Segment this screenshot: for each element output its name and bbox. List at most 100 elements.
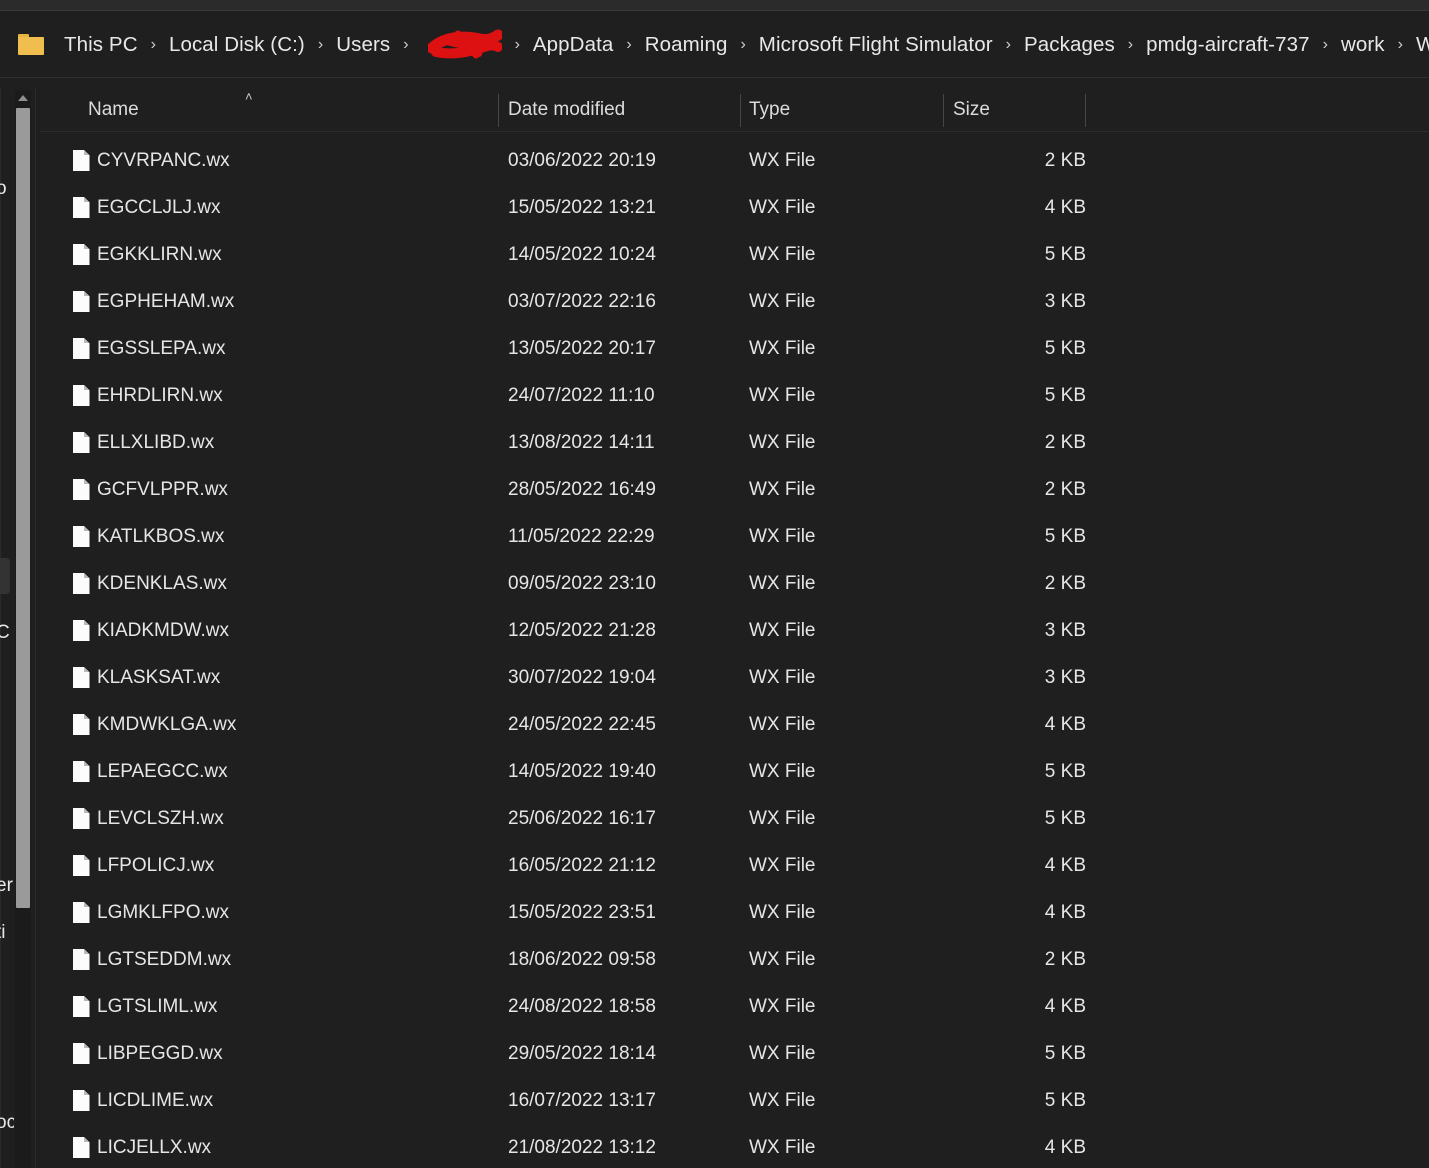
file-size-cell: 4 KB [1044,196,1086,218]
sidebar-label-fragment[interactable]: ti [0,922,6,943]
column-divider-size-end[interactable] [1085,94,1086,127]
column-divider-name-date[interactable] [498,94,499,127]
file-row[interactable]: KDENKLAS.wx 09/05/2022 23:10 WX File 2 KB [40,560,1429,607]
file-size-cell: 5 KB [1044,1042,1086,1064]
file-name-cell: EGPHEHAM.wx [97,290,235,312]
file-name-cell: LIBPEGGD.wx [97,1042,223,1064]
file-date-modified-cell: 18/06/2022 09:58 [508,948,656,970]
file-type-cell: WX File [749,995,816,1017]
file-name-cell: EGKKLIRN.wx [97,243,222,265]
file-row[interactable]: LEVCLSZH.wx 25/06/2022 16:17 WX File 5 KB [40,795,1429,842]
file-size-cell: 3 KB [1044,619,1086,641]
file-icon [68,184,94,231]
left-pane-edge [0,88,1,1168]
scroll-up-arrow-icon[interactable] [15,90,31,106]
file-date-modified-cell: 03/07/2022 22:16 [508,290,656,312]
sidebar-label-fragment[interactable]: oc [0,1112,14,1133]
column-divider-type-size[interactable] [943,94,944,127]
file-row[interactable]: LICJELLX.wx 21/08/2022 13:12 WX File 4 KB [40,1124,1429,1168]
file-size-cell: 4 KB [1044,854,1086,876]
breadcrumb-item[interactable]: Microsoft Flight Simulator [758,32,993,56]
column-header-row: Name Date modified Type Size [40,89,1429,131]
file-size-cell: 3 KB [1044,290,1086,312]
file-size-cell: 4 KB [1044,1136,1086,1158]
file-row[interactable]: LEPAEGCC.wx 14/05/2022 19:40 WX File 5 KB [40,748,1429,795]
file-date-modified-cell: 12/05/2022 21:28 [508,619,656,641]
breadcrumb-separator-9: › [1322,35,1328,53]
file-row[interactable]: EGKKLIRN.wx 14/05/2022 10:24 WX File 5 KB [40,231,1429,278]
file-type-cell: WX File [749,290,816,312]
file-date-modified-cell: 11/05/2022 22:29 [508,525,655,547]
breadcrumb-separator-7: › [1005,35,1011,53]
sidebar-selected-item-clipped[interactable] [0,558,10,594]
file-size-cell: 2 KB [1044,431,1086,453]
file-date-modified-cell: 16/05/2022 21:12 [508,854,656,876]
file-row[interactable]: EGPHEHAM.wx 03/07/2022 22:16 WX File 3 KB [40,278,1429,325]
file-date-modified-cell: 14/05/2022 10:24 [508,243,656,265]
file-size-cell: 3 KB [1044,666,1086,688]
file-row[interactable]: LGMKLFPO.wx 15/05/2022 23:51 WX File 4 KB [40,889,1429,936]
column-header-name[interactable]: Name [88,99,139,120]
file-row[interactable]: LGTSEDDM.wx 18/06/2022 09:58 WX File 2 KB [40,936,1429,983]
breadcrumb-item[interactable]: pmdg-aircraft-737 [1146,32,1310,56]
breadcrumb-item[interactable]: WX [1415,32,1429,56]
column-divider-date-type[interactable] [740,94,741,127]
file-icon [68,278,94,325]
file-list[interactable]: CYVRPANC.wx 03/06/2022 20:19 WX File 2 KB EG… [40,137,1429,1168]
file-row[interactable]: EGSSLEPA.wx 13/05/2022 20:17 WX File 5 KB [40,325,1429,372]
column-header-date-modified[interactable]: Date modified [508,99,626,120]
file-name-cell: LGTSEDDM.wx [97,948,232,970]
file-row[interactable]: LGTSLIML.wx 24/08/2022 18:58 WX File 4 KB [40,983,1429,1030]
file-row[interactable]: EGCCLJLJ.wx 15/05/2022 13:21 WX File 4 KB [40,184,1429,231]
file-icon [68,795,94,842]
file-icon [68,607,94,654]
file-row[interactable]: ELLXLIBD.wx 13/08/2022 14:11 WX File 2 KB [40,419,1429,466]
file-date-modified-cell: 03/06/2022 20:19 [508,149,656,171]
address-bar[interactable]: This PC › Local Disk (C:) › Users › › AppData › R… [0,12,1429,78]
file-icon [68,372,94,419]
vertical-scrollbar[interactable] [15,90,31,1168]
column-header-type[interactable]: Type [749,99,791,120]
file-row[interactable]: KMDWKLGA.wx 24/05/2022 22:45 WX File 4 KB [40,701,1429,748]
file-row[interactable]: KIADKMDW.wx 12/05/2022 21:28 WX File 3 KB [40,607,1429,654]
file-date-modified-cell: 24/08/2022 18:58 [508,995,656,1017]
breadcrumb-item[interactable]: AppData [532,32,614,56]
file-row[interactable]: LICDLIME.wx 16/07/2022 13:17 WX File 5 KB [40,1077,1429,1124]
file-type-cell: WX File [749,243,816,265]
file-row[interactable]: KLASKSAT.wx 30/07/2022 19:04 WX File 3 KB [40,654,1429,701]
file-icon [68,137,94,184]
file-size-cell: 4 KB [1044,995,1086,1017]
file-row[interactable]: EHRDLIRN.wx 24/07/2022 11:10 WX File 5 KB [40,372,1429,419]
breadcrumb-item[interactable]: Roaming [644,32,728,56]
file-size-cell: 5 KB [1044,384,1086,406]
file-row[interactable]: KATLKBOS.wx 11/05/2022 22:29 WX File 5 KB [40,513,1429,560]
file-type-cell: WX File [749,901,816,923]
column-header-size[interactable]: Size [953,99,990,120]
file-icon [68,936,94,983]
file-row[interactable]: GCFVLPPR.wx 28/05/2022 16:49 WX File 2 KB [40,466,1429,513]
sidebar-label-fragment[interactable]: o [0,178,7,199]
breadcrumb-item[interactable]: Users [336,32,391,56]
sidebar-label-fragment[interactable]: C [0,622,10,643]
sidebar-label-fragment[interactable]: er [0,875,13,896]
file-icon [68,1077,94,1124]
breadcrumb-item[interactable]: This PC [64,32,138,56]
file-date-modified-cell: 15/05/2022 23:51 [508,901,656,923]
file-row[interactable]: CYVRPANC.wx 03/06/2022 20:19 WX File 2 KB [40,137,1429,184]
scrollbar-track-edge [35,88,36,1168]
folder-icon [18,34,44,55]
file-row[interactable]: LFPOLICJ.wx 16/05/2022 21:12 WX File 4 KB [40,842,1429,889]
file-size-cell: 2 KB [1044,478,1086,500]
file-name-cell: LICDLIME.wx [97,1089,214,1111]
scrollbar-thumb[interactable] [16,108,30,908]
file-icon [68,983,94,1030]
breadcrumb-item[interactable]: Local Disk (C:) [168,32,305,56]
breadcrumb-item[interactable]: work [1340,32,1385,56]
file-name-cell: LEPAEGCC.wx [97,760,228,782]
breadcrumb-item[interactable]: Packages [1023,32,1115,56]
file-date-modified-cell: 14/05/2022 19:40 [508,760,656,782]
file-row[interactable]: LIBPEGGD.wx 29/05/2022 18:14 WX File 5 KB [40,1030,1429,1077]
file-name-cell: KLASKSAT.wx [97,666,221,688]
file-size-cell: 5 KB [1044,337,1086,359]
file-type-cell: WX File [749,149,816,171]
